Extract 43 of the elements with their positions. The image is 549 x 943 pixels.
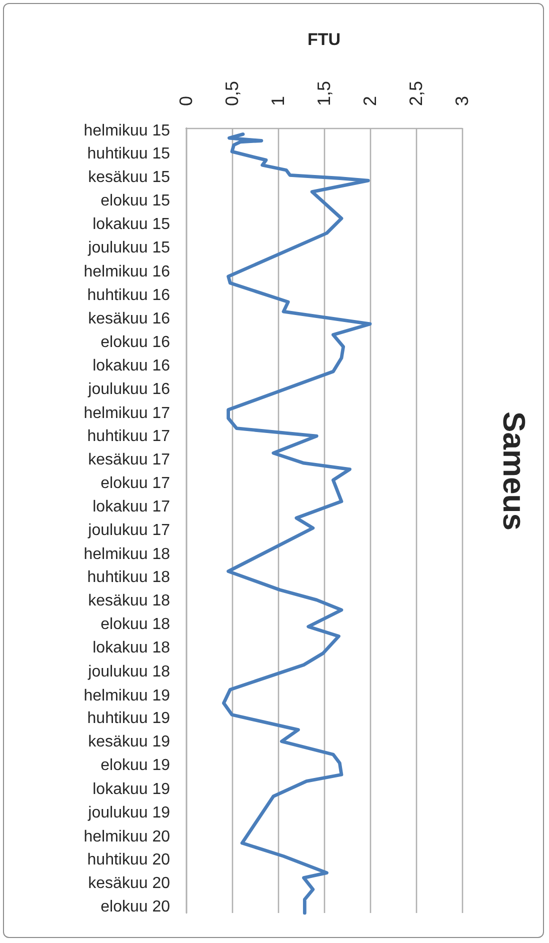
x-tick-label: 2,5 <box>406 80 426 106</box>
y-tick-label: kesäkuu 15 <box>88 168 170 186</box>
y-tick-label: helmikuu 20 <box>84 828 170 846</box>
y-tick-label: huhtikuu 18 <box>87 569 170 586</box>
x-tick-label: 0,5 <box>222 80 242 106</box>
y-tick-label: huhtikuu 19 <box>87 710 170 728</box>
y-tick-label: kesäkuu 17 <box>88 452 170 469</box>
x-tick-label: 1,5 <box>314 80 334 106</box>
y-tick-label: lokakuu 15 <box>92 216 170 234</box>
y-tick-label: helmikuu 15 <box>84 122 170 140</box>
y-tick-label: lokakuu 19 <box>92 780 170 798</box>
y-tick-label: kesäkuu 20 <box>88 875 170 892</box>
y-tick-label: lokakuu 16 <box>92 358 170 375</box>
y-tick-label: joulukuu 17 <box>87 522 170 540</box>
y-tick-label: joulukuu 16 <box>87 381 170 398</box>
y-tick-label: joulukuu 15 <box>87 240 170 257</box>
x-tick-label: 1 <box>268 96 288 106</box>
y-tick-label: elokuu 19 <box>100 757 170 774</box>
y-tick-label: helmikuu 19 <box>84 687 170 704</box>
y-tick-label: elokuu 15 <box>100 192 170 210</box>
y-tick-label: lokakuu 17 <box>92 498 170 516</box>
text: Sameus <box>496 412 532 530</box>
y-tick-label: elokuu 17 <box>100 475 170 492</box>
y-tick-label: kesäkuu 16 <box>88 310 170 328</box>
y-tick-label: kesäkuu 19 <box>88 734 170 751</box>
y-tick-label: joulukuu 19 <box>87 804 170 822</box>
y-tick-label: elokuu 20 <box>100 898 170 916</box>
y-tick-label: huhtikuu 20 <box>87 852 170 869</box>
y-tick-label: helmikuu 18 <box>84 546 170 564</box>
y-tick-label: elokuu 16 <box>100 334 170 352</box>
x-tick-label: 2 <box>360 96 380 106</box>
x-tick-label: 3 <box>452 96 472 106</box>
x-tick-label: 0 <box>176 96 196 106</box>
x-axis-title: FTU <box>307 30 341 49</box>
y-tick-label: joulukuu 18 <box>87 663 170 680</box>
y-tick-label: kesäkuu 18 <box>88 592 170 610</box>
y-tick-label: helmikuu 16 <box>84 264 170 281</box>
y-tick-label: huhtikuu 17 <box>87 428 170 445</box>
y-tick-label: helmikuu 17 <box>84 405 170 422</box>
y-tick-label: elokuu 18 <box>100 616 170 634</box>
y-tick-label: lokakuu 18 <box>92 640 170 657</box>
y-tick-label: huhtikuu 16 <box>87 286 170 304</box>
y-tick-label: huhtikuu 15 <box>87 145 170 162</box>
